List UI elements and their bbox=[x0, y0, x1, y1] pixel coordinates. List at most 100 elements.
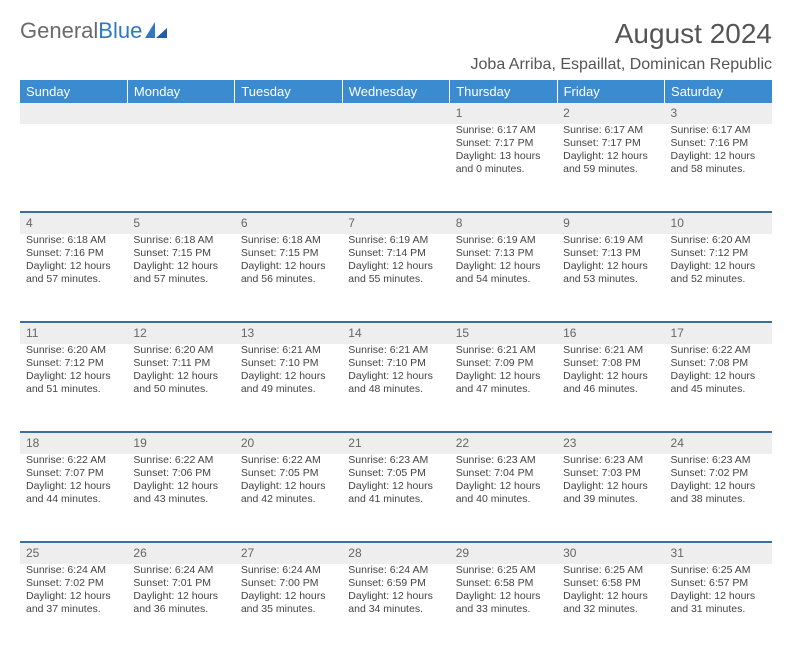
detail-row: Sunrise: 6:17 AMSunset: 7:17 PMDaylight:… bbox=[20, 124, 772, 212]
daylight-text: Daylight: 12 hours and 55 minutes. bbox=[348, 260, 443, 286]
day-detail-cell: Sunrise: 6:23 AMSunset: 7:03 PMDaylight:… bbox=[557, 454, 664, 542]
day-number-cell: 10 bbox=[665, 212, 772, 234]
sunset-text: Sunset: 7:10 PM bbox=[348, 357, 443, 370]
day-detail-cell: Sunrise: 6:25 AMSunset: 6:58 PMDaylight:… bbox=[450, 564, 557, 652]
day-detail-cell: Sunrise: 6:21 AMSunset: 7:09 PMDaylight:… bbox=[450, 344, 557, 432]
day-number-cell: 13 bbox=[235, 322, 342, 344]
sunrise-text: Sunrise: 6:25 AM bbox=[563, 564, 658, 577]
sunrise-text: Sunrise: 6:20 AM bbox=[26, 344, 121, 357]
sunrise-text: Sunrise: 6:18 AM bbox=[241, 234, 336, 247]
sunrise-text: Sunrise: 6:19 AM bbox=[348, 234, 443, 247]
daylight-text: Daylight: 12 hours and 51 minutes. bbox=[26, 370, 121, 396]
day-detail-cell: Sunrise: 6:19 AMSunset: 7:13 PMDaylight:… bbox=[450, 234, 557, 322]
sunrise-text: Sunrise: 6:18 AM bbox=[26, 234, 121, 247]
sunrise-text: Sunrise: 6:23 AM bbox=[671, 454, 766, 467]
day-detail-cell: Sunrise: 6:23 AMSunset: 7:02 PMDaylight:… bbox=[665, 454, 772, 542]
sunset-text: Sunset: 7:13 PM bbox=[456, 247, 551, 260]
day-number-cell bbox=[20, 103, 127, 124]
sunrise-text: Sunrise: 6:22 AM bbox=[133, 454, 228, 467]
sunrise-text: Sunrise: 6:17 AM bbox=[563, 124, 658, 137]
calendar-table: SundayMondayTuesdayWednesdayThursdayFrid… bbox=[20, 80, 772, 652]
weekday-header: Friday bbox=[557, 80, 664, 103]
weekday-header: Thursday bbox=[450, 80, 557, 103]
daylight-text: Daylight: 12 hours and 37 minutes. bbox=[26, 590, 121, 616]
sunrise-text: Sunrise: 6:19 AM bbox=[563, 234, 658, 247]
day-number-cell: 15 bbox=[450, 322, 557, 344]
daylight-text: Daylight: 12 hours and 52 minutes. bbox=[671, 260, 766, 286]
sunrise-text: Sunrise: 6:21 AM bbox=[348, 344, 443, 357]
sunrise-text: Sunrise: 6:21 AM bbox=[563, 344, 658, 357]
sunrise-text: Sunrise: 6:24 AM bbox=[241, 564, 336, 577]
daylight-text: Daylight: 12 hours and 45 minutes. bbox=[671, 370, 766, 396]
day-detail-cell: Sunrise: 6:24 AMSunset: 7:02 PMDaylight:… bbox=[20, 564, 127, 652]
brand-logo: GeneralBlue bbox=[20, 18, 167, 44]
day-number-cell: 9 bbox=[557, 212, 664, 234]
sunrise-text: Sunrise: 6:22 AM bbox=[241, 454, 336, 467]
daylight-text: Daylight: 12 hours and 57 minutes. bbox=[26, 260, 121, 286]
daylight-text: Daylight: 12 hours and 46 minutes. bbox=[563, 370, 658, 396]
day-detail-cell: Sunrise: 6:17 AMSunset: 7:16 PMDaylight:… bbox=[665, 124, 772, 212]
day-detail-cell: Sunrise: 6:24 AMSunset: 7:00 PMDaylight:… bbox=[235, 564, 342, 652]
daylight-text: Daylight: 12 hours and 35 minutes. bbox=[241, 590, 336, 616]
sunset-text: Sunset: 7:17 PM bbox=[456, 137, 551, 150]
day-detail-cell: Sunrise: 6:20 AMSunset: 7:12 PMDaylight:… bbox=[665, 234, 772, 322]
sunrise-text: Sunrise: 6:22 AM bbox=[671, 344, 766, 357]
sunrise-text: Sunrise: 6:21 AM bbox=[241, 344, 336, 357]
day-number-cell: 6 bbox=[235, 212, 342, 234]
sunset-text: Sunset: 7:08 PM bbox=[563, 357, 658, 370]
sunset-text: Sunset: 7:10 PM bbox=[241, 357, 336, 370]
daylight-text: Daylight: 12 hours and 34 minutes. bbox=[348, 590, 443, 616]
day-number-cell: 25 bbox=[20, 542, 127, 564]
day-number-cell: 21 bbox=[342, 432, 449, 454]
sunrise-text: Sunrise: 6:17 AM bbox=[456, 124, 551, 137]
daylight-text: Daylight: 12 hours and 54 minutes. bbox=[456, 260, 551, 286]
detail-row: Sunrise: 6:22 AMSunset: 7:07 PMDaylight:… bbox=[20, 454, 772, 542]
daylight-text: Daylight: 12 hours and 59 minutes. bbox=[563, 150, 658, 176]
sunset-text: Sunset: 7:15 PM bbox=[241, 247, 336, 260]
daylight-text: Daylight: 12 hours and 50 minutes. bbox=[133, 370, 228, 396]
daylight-text: Daylight: 12 hours and 48 minutes. bbox=[348, 370, 443, 396]
daylight-text: Daylight: 13 hours and 0 minutes. bbox=[456, 150, 551, 176]
day-number-cell: 3 bbox=[665, 103, 772, 124]
day-number-cell: 28 bbox=[342, 542, 449, 564]
daylight-text: Daylight: 12 hours and 44 minutes. bbox=[26, 480, 121, 506]
sunrise-text: Sunrise: 6:20 AM bbox=[671, 234, 766, 247]
day-detail-cell bbox=[342, 124, 449, 212]
day-number-cell: 11 bbox=[20, 322, 127, 344]
daylight-text: Daylight: 12 hours and 39 minutes. bbox=[563, 480, 658, 506]
weekday-header-row: SundayMondayTuesdayWednesdayThursdayFrid… bbox=[20, 80, 772, 103]
sunset-text: Sunset: 7:08 PM bbox=[671, 357, 766, 370]
sunset-text: Sunset: 6:57 PM bbox=[671, 577, 766, 590]
weekday-header: Sunday bbox=[20, 80, 127, 103]
day-number-cell bbox=[235, 103, 342, 124]
day-detail-cell bbox=[20, 124, 127, 212]
day-detail-cell: Sunrise: 6:18 AMSunset: 7:15 PMDaylight:… bbox=[127, 234, 234, 322]
sunset-text: Sunset: 7:03 PM bbox=[563, 467, 658, 480]
day-number-cell: 24 bbox=[665, 432, 772, 454]
day-number-cell bbox=[342, 103, 449, 124]
day-detail-cell: Sunrise: 6:22 AMSunset: 7:06 PMDaylight:… bbox=[127, 454, 234, 542]
day-detail-cell: Sunrise: 6:23 AMSunset: 7:05 PMDaylight:… bbox=[342, 454, 449, 542]
day-number-cell: 23 bbox=[557, 432, 664, 454]
sunrise-text: Sunrise: 6:20 AM bbox=[133, 344, 228, 357]
day-detail-cell bbox=[235, 124, 342, 212]
day-number-cell: 5 bbox=[127, 212, 234, 234]
daylight-text: Daylight: 12 hours and 38 minutes. bbox=[671, 480, 766, 506]
sunrise-text: Sunrise: 6:24 AM bbox=[26, 564, 121, 577]
sunset-text: Sunset: 7:04 PM bbox=[456, 467, 551, 480]
day-number-cell: 30 bbox=[557, 542, 664, 564]
sunset-text: Sunset: 7:12 PM bbox=[26, 357, 121, 370]
sunset-text: Sunset: 7:17 PM bbox=[563, 137, 658, 150]
day-number-cell: 27 bbox=[235, 542, 342, 564]
day-number-cell: 4 bbox=[20, 212, 127, 234]
sunrise-text: Sunrise: 6:18 AM bbox=[133, 234, 228, 247]
sunrise-text: Sunrise: 6:24 AM bbox=[133, 564, 228, 577]
day-detail-cell bbox=[127, 124, 234, 212]
daylight-text: Daylight: 12 hours and 43 minutes. bbox=[133, 480, 228, 506]
sunset-text: Sunset: 7:05 PM bbox=[241, 467, 336, 480]
sunset-text: Sunset: 7:14 PM bbox=[348, 247, 443, 260]
detail-row: Sunrise: 6:24 AMSunset: 7:02 PMDaylight:… bbox=[20, 564, 772, 652]
day-number-cell: 29 bbox=[450, 542, 557, 564]
daylight-text: Daylight: 12 hours and 33 minutes. bbox=[456, 590, 551, 616]
detail-row: Sunrise: 6:20 AMSunset: 7:12 PMDaylight:… bbox=[20, 344, 772, 432]
